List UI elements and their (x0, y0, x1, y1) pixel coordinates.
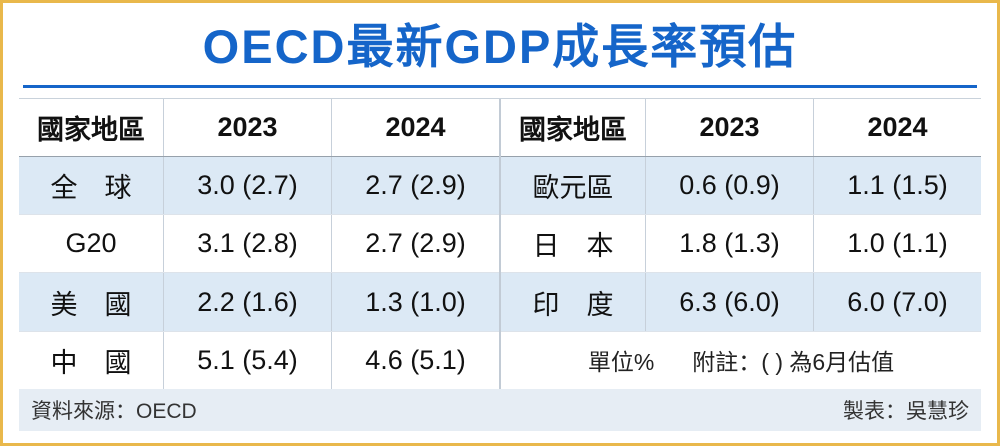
value-2023-cell: 1.8 (1.3) (645, 215, 813, 273)
source-label: 資料來源：OECD (31, 400, 197, 423)
value-2023-cell: 3.0 (2.7) (163, 156, 331, 215)
table-row-g20: G20 3.1 (2.8) 2.7 (2.9) (19, 215, 499, 274)
table-left-half: 國家地區 2023 2024 全 球 3.0 (2.7) 2.7 (2.9) G… (19, 98, 501, 390)
value-2023-cell: 3.1 (2.8) (163, 215, 331, 273)
value-2024-cell: 1.3 (1.0) (331, 273, 499, 331)
value-2024-cell: 1.1 (1.5) (813, 156, 981, 215)
region-cell: 印 度 (532, 289, 614, 320)
table-note-row: 單位% 附註：( ) 為6月估值 (501, 332, 981, 389)
region-cell: 中 國 (50, 347, 132, 378)
table-row-japan: 日 本 1.8 (1.3) 1.0 (1.1) (501, 215, 981, 274)
value-2024-cell: 2.7 (2.9) (331, 156, 499, 215)
table-row-india: 印 度 6.3 (6.0) 6.0 (7.0) (501, 273, 981, 332)
column-header-region: 國家地區 (37, 114, 145, 145)
value-2024-cell: 4.6 (5.1) (331, 331, 499, 390)
value-2024-cell: 1.0 (1.1) (813, 215, 981, 273)
table-row-global: 全 球 3.0 (2.7) 2.7 (2.9) (19, 156, 499, 216)
value-2023-cell: 6.3 (6.0) (645, 273, 813, 331)
credit-label: 製表：吳慧珍 (843, 400, 969, 423)
region-cell: 歐元區 (532, 173, 614, 204)
region-cell: 日 本 (532, 231, 614, 262)
region-cell: 全 球 (50, 173, 132, 204)
column-header-region: 國家地區 (519, 114, 627, 145)
table-right-half: 國家地區 2023 2024 歐元區 0.6 (0.9) 1.1 (1.5) 日… (501, 98, 981, 389)
column-header-2024: 2024 (331, 98, 499, 156)
table-row-eurozone: 歐元區 0.6 (0.9) 1.1 (1.5) (501, 156, 981, 216)
footer-bar: 資料來源：OECD 製表：吳慧珍 (19, 389, 981, 431)
value-2023-cell: 2.2 (1.6) (163, 273, 331, 331)
column-header-2023: 2023 (645, 98, 813, 156)
value-2023-cell: 5.1 (5.4) (163, 331, 331, 390)
title-underline (23, 84, 977, 88)
value-2024-cell: 2.7 (2.9) (331, 215, 499, 273)
table-row-china: 中 國 5.1 (5.4) 4.6 (5.1) (19, 331, 499, 390)
table-row-usa: 美 國 2.2 (1.6) 1.3 (1.0) (19, 273, 499, 332)
column-header-2023: 2023 (163, 98, 331, 156)
page-title: OECD最新GDP成長率預估 (202, 20, 798, 73)
region-cell: G20 (65, 228, 117, 259)
table-header-row: 國家地區 2023 2024 (501, 98, 981, 157)
value-2024-cell: 6.0 (7.0) (813, 273, 981, 331)
column-header-2024: 2024 (813, 98, 981, 156)
table-header-row: 國家地區 2023 2024 (19, 98, 499, 157)
value-2023-cell: 0.6 (0.9) (645, 156, 813, 215)
footnote-label: 附註：( ) 為6月估值 (692, 349, 895, 376)
region-cell: 美 國 (50, 289, 132, 320)
unit-label: 單位% (587, 349, 655, 376)
gdp-table: 國家地區 2023 2024 全 球 3.0 (2.7) 2.7 (2.9) G… (19, 97, 981, 390)
